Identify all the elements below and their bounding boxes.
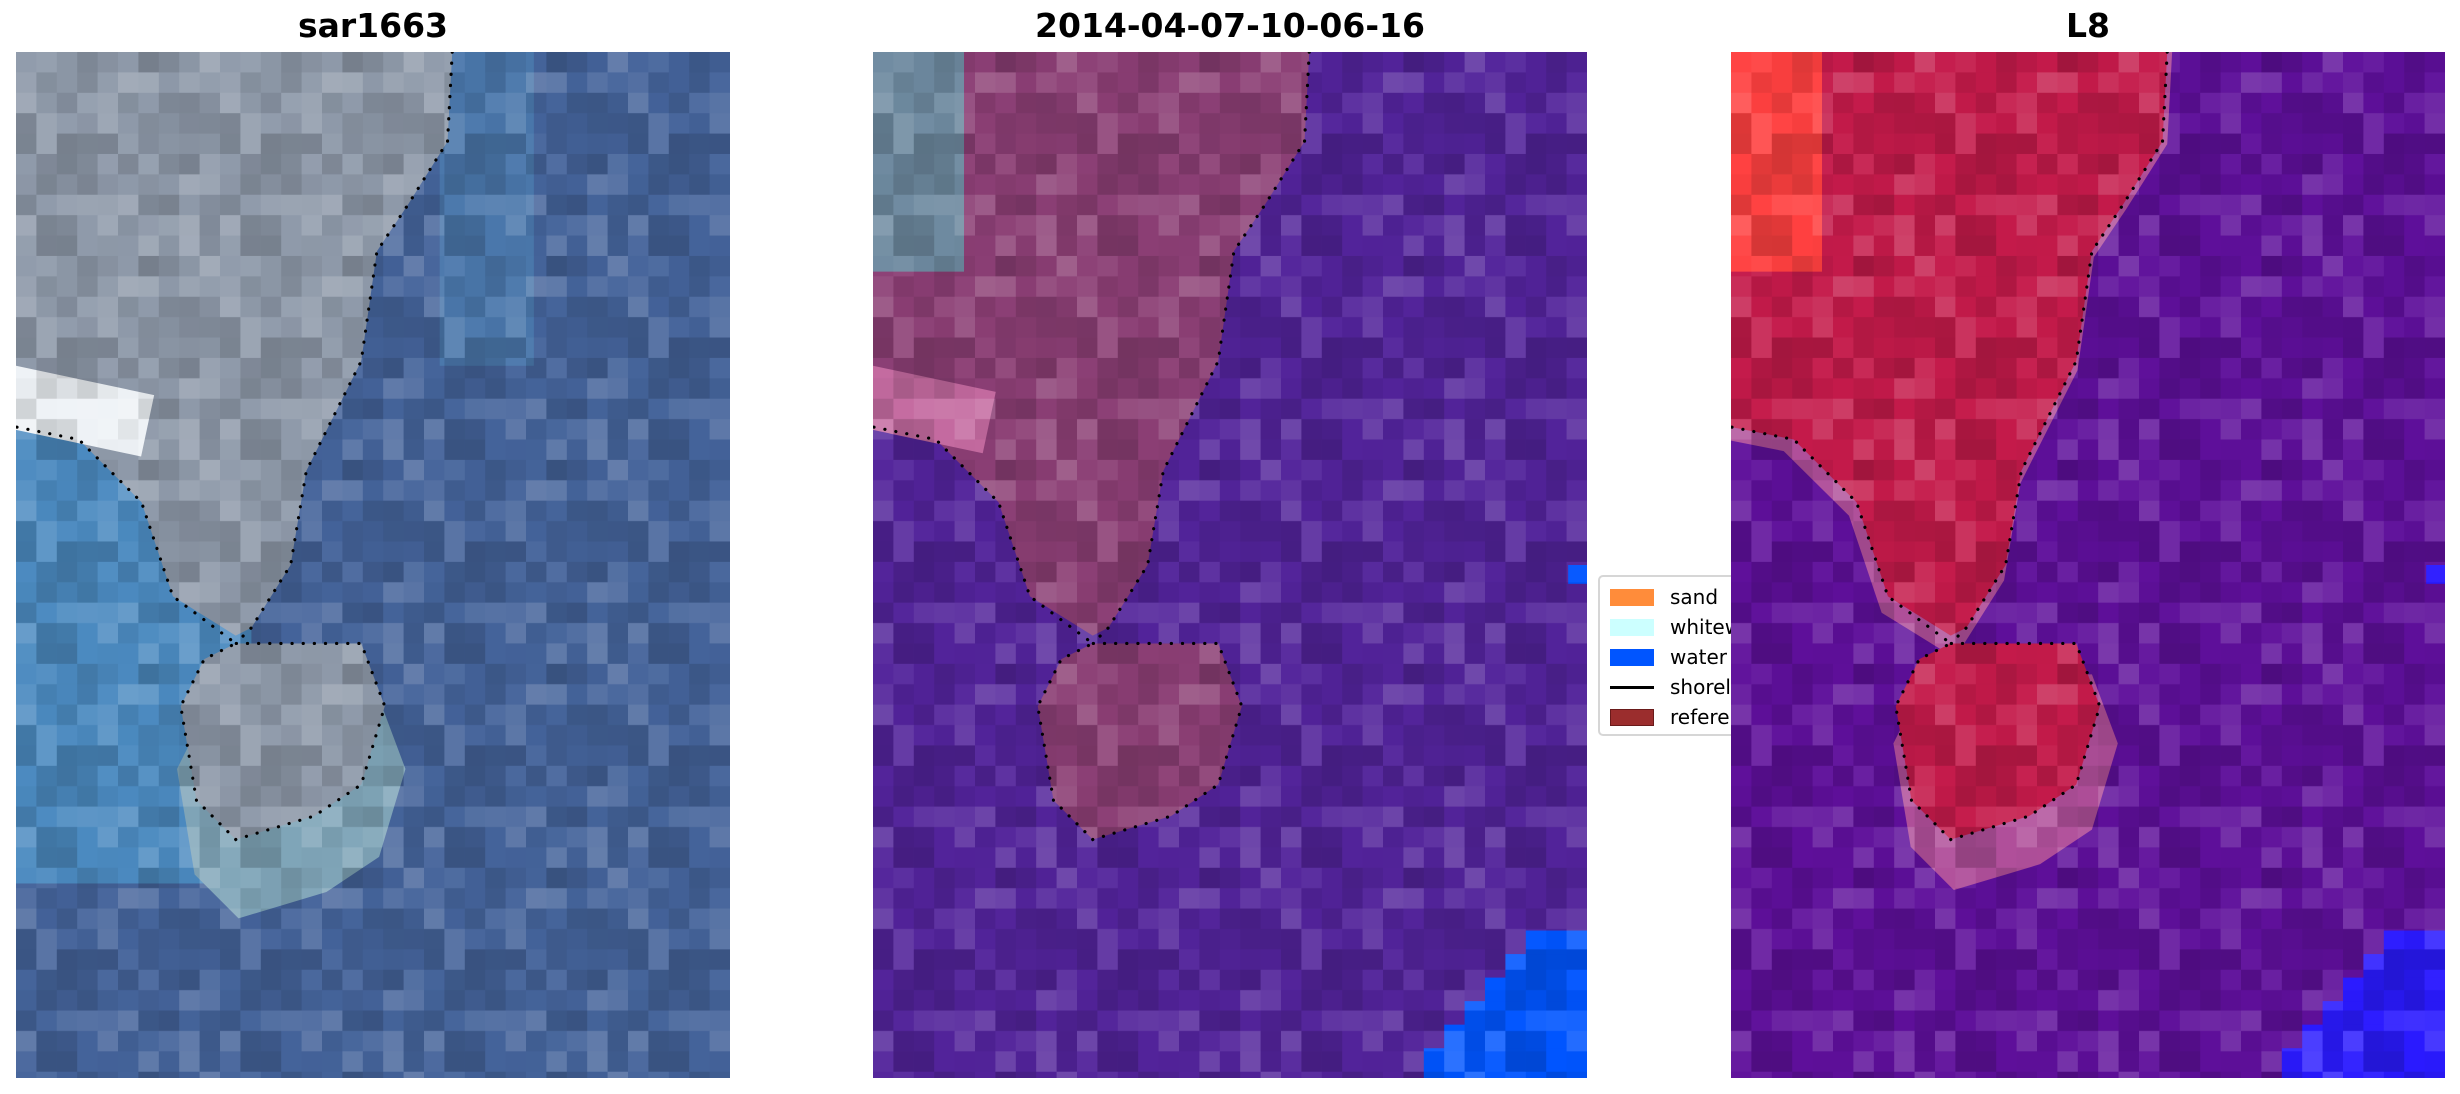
classified-image-panel [873,52,1587,1078]
reference-swatch [1610,708,1654,726]
rgb-image-panel [16,52,730,1078]
legend-label: sand [1670,585,1719,609]
shoreline-swatch [1610,685,1654,689]
l8-image-panel [1731,52,2445,1078]
panel-title-date: 2014-04-07-10-06-16 [1035,6,1425,45]
legend-item-sand: sand [1610,585,1718,609]
panel-title-l8: L8 [2066,6,2110,45]
sand-swatch [1610,588,1654,606]
pixel-texture [873,52,1587,1078]
image-canvas [16,52,730,1078]
image-canvas [1731,52,2445,1078]
panel-title-sar: sar1663 [297,6,449,45]
pixel-texture [16,52,730,1078]
whitewater-swatch [1610,618,1654,636]
water-swatch [1610,648,1654,666]
image-canvas [873,52,1587,1078]
legend-label: water [1670,645,1727,669]
pixel-texture [1731,52,2445,1078]
legend-item-water: water [1610,645,1727,669]
